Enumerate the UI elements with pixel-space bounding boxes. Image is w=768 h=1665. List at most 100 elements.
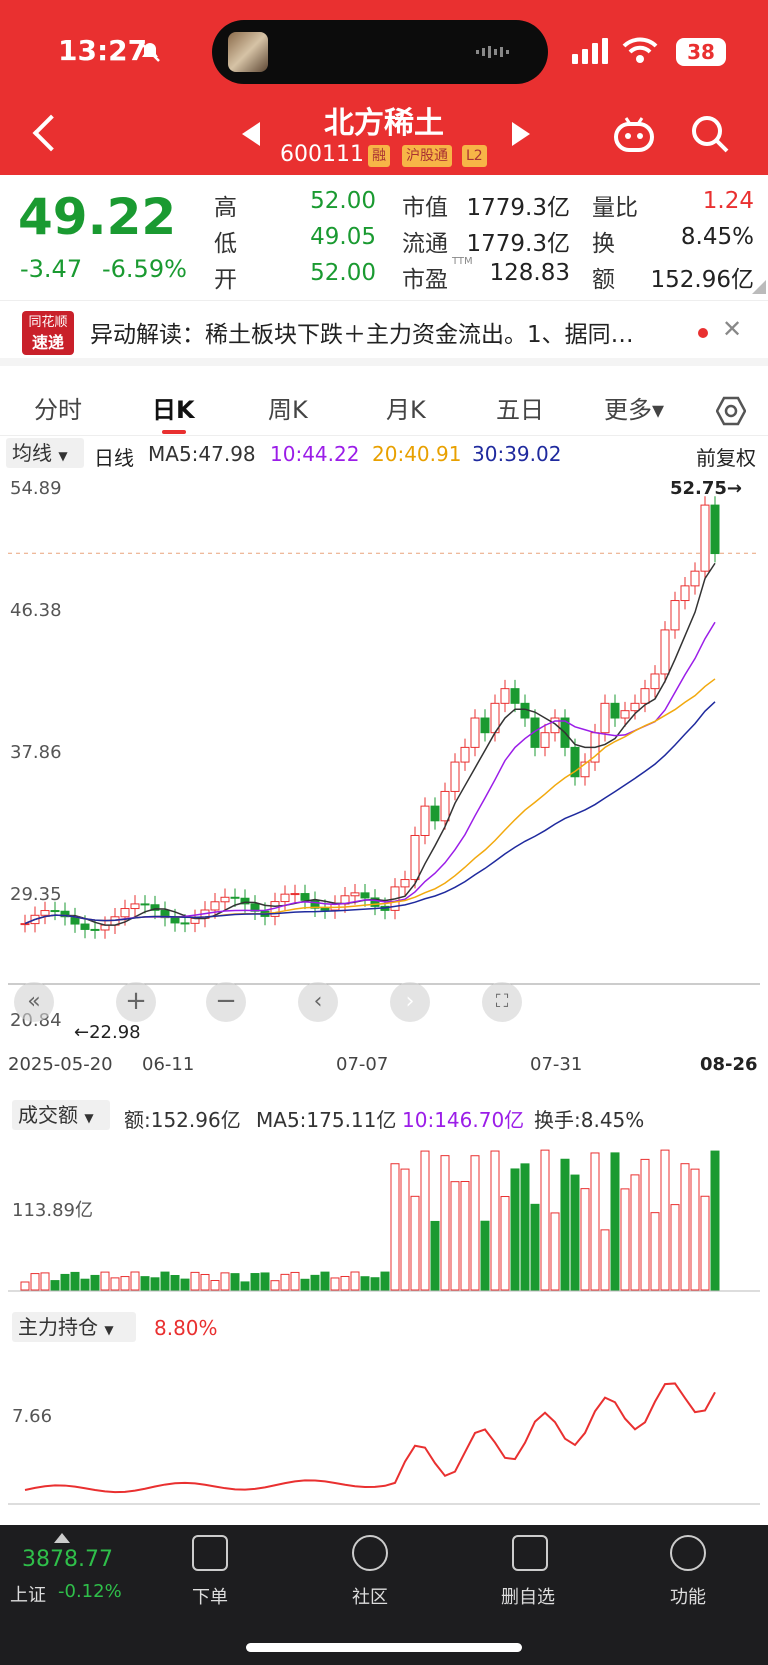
candle-body: [230, 896, 240, 899]
holding-selector[interactable]: 主力持仓 ▼: [12, 1312, 136, 1342]
chevron-down-icon: ▼: [58, 449, 68, 463]
fullscreen-button[interactable]: ⛶: [482, 982, 522, 1022]
volume-bar: [500, 1196, 510, 1291]
active-tab-indicator: [162, 430, 186, 434]
volume-bar: [70, 1271, 80, 1291]
next-stock-icon[interactable]: [512, 122, 530, 146]
y-label-2: 46.38: [10, 600, 62, 621]
tag-margin: 融: [368, 145, 390, 167]
volume-bar: [240, 1281, 250, 1291]
high-label: 高: [214, 195, 237, 221]
price-change: -3.47: [20, 255, 83, 283]
unread-dot: [698, 328, 708, 338]
nav-community[interactable]: 社区: [352, 1587, 388, 1608]
zoom-out-button[interactable]: −: [206, 982, 246, 1022]
volume-bar: [380, 1271, 390, 1291]
volume-selector[interactable]: 成交额 ▼: [12, 1100, 110, 1130]
volume-bar: [260, 1272, 270, 1291]
candle-body: [480, 717, 490, 734]
candle-body: [420, 805, 430, 836]
caret-up-icon: [54, 1533, 70, 1543]
candle-body: [410, 834, 420, 881]
rewind-button[interactable]: «: [14, 982, 54, 1022]
zoom-in-button[interactable]: +: [116, 982, 156, 1022]
volume-chart[interactable]: 113.89亿: [8, 1130, 760, 1295]
y-label-top: 54.89: [10, 478, 62, 499]
pe-ttm-sup: TTM: [452, 256, 473, 267]
kline-chart[interactable]: 54.89 46.38 37.86 29.35 20.84 52.75→ ←22…: [8, 470, 760, 1075]
tab-daily-k[interactable]: 日K: [152, 396, 195, 424]
candle-body: [180, 922, 190, 925]
ma20-value: 20:40.91: [372, 442, 462, 466]
tab-more[interactable]: 更多▾: [604, 396, 665, 424]
candle-body: [660, 629, 670, 675]
kline-svg: [8, 496, 760, 985]
news-logo: 同花顺 速递: [22, 311, 74, 355]
adjust-mode[interactable]: 前复权: [696, 446, 756, 470]
close-icon[interactable]: ✕: [722, 315, 743, 343]
volume-amount: 额:152.96亿: [124, 1108, 241, 1132]
nav-remove-favorite[interactable]: 删自选: [501, 1587, 555, 1608]
volume-bar: [60, 1273, 70, 1291]
max-price-label: 52.75→: [670, 478, 743, 499]
wifi-icon: [622, 37, 658, 63]
candle-body: [60, 910, 70, 918]
tab-intraday[interactable]: 分时: [34, 396, 82, 424]
holding-chart[interactable]: 7.66: [8, 1340, 760, 1505]
order-icon[interactable]: [192, 1535, 228, 1571]
turnover-value: 8.45%: [680, 224, 754, 250]
nav-order[interactable]: 下单: [192, 1587, 228, 1608]
candle-body: [170, 917, 180, 924]
tab-five-day[interactable]: 五日: [496, 396, 544, 424]
volume-ma5: MA5:175.11亿: [256, 1108, 397, 1132]
news-logo-top: 同花顺: [28, 315, 68, 330]
robot-icon[interactable]: [612, 114, 656, 154]
volume-bar: [180, 1278, 190, 1291]
tab-weekly-k[interactable]: 周K: [268, 396, 308, 424]
index-value[interactable]: 3878.77: [22, 1547, 113, 1572]
candle-body: [670, 600, 680, 631]
volume-bar: [670, 1204, 680, 1291]
prev-stock-icon[interactable]: [242, 122, 260, 146]
status-time: 13:27: [58, 34, 148, 67]
volume-bar: [330, 1277, 340, 1291]
volume-info-row: 成交额 ▼ 额:152.96亿 MA5:175.11亿 10:146.70亿 换…: [0, 1100, 768, 1132]
bottom-bar: 3878.77 上证 -0.12% 下单 社区 删自选 功能: [0, 1525, 768, 1665]
nav-functions[interactable]: 功能: [670, 1587, 706, 1608]
remove-favorite-icon[interactable]: [512, 1535, 548, 1571]
volume-bar: [360, 1276, 370, 1291]
holding-value: 8.80%: [154, 1316, 218, 1340]
search-icon[interactable]: [690, 114, 730, 154]
dynamic-island: [212, 20, 548, 84]
menu-icon[interactable]: [670, 1535, 706, 1571]
scroll-left-button[interactable]: ‹: [298, 982, 338, 1022]
candle-body: [350, 892, 360, 897]
scroll-right-button[interactable]: ›: [390, 982, 430, 1022]
candle-body: [460, 746, 470, 763]
candle-body: [120, 908, 130, 918]
settings-icon[interactable]: [716, 396, 746, 426]
amount-label: 额: [592, 267, 615, 293]
expand-corner-icon[interactable]: [752, 280, 766, 294]
volume-bar: [140, 1276, 150, 1291]
news-text[interactable]: 异动解读：稀土板块下跌＋主力资金流出。1、据同…: [90, 322, 634, 348]
volume-bar: [470, 1155, 480, 1291]
news-ticker[interactable]: 同花顺 速递 异动解读：稀土板块下跌＋主力资金流出。1、据同… ✕: [0, 300, 768, 366]
tab-monthly-k[interactable]: 月K: [386, 396, 426, 424]
volume-ratio-value: 1.24: [702, 188, 754, 214]
candle-body: [570, 746, 580, 778]
candle-body: [220, 896, 230, 903]
holding-line: [24, 1382, 716, 1494]
volume-bar: [620, 1188, 630, 1291]
candle-body: [370, 897, 380, 907]
volume-bar: [200, 1273, 210, 1291]
volume-bar: [700, 1195, 710, 1291]
indicator-selector[interactable]: 均线 ▼: [6, 438, 84, 468]
community-icon[interactable]: [352, 1535, 388, 1571]
volume-bar: [130, 1271, 140, 1291]
x-label-5: 08-26: [700, 1054, 758, 1075]
volume-bar: [550, 1212, 560, 1291]
open-label: 开: [214, 267, 237, 293]
ma30-line: [24, 701, 716, 925]
volume-bar: [150, 1277, 160, 1291]
